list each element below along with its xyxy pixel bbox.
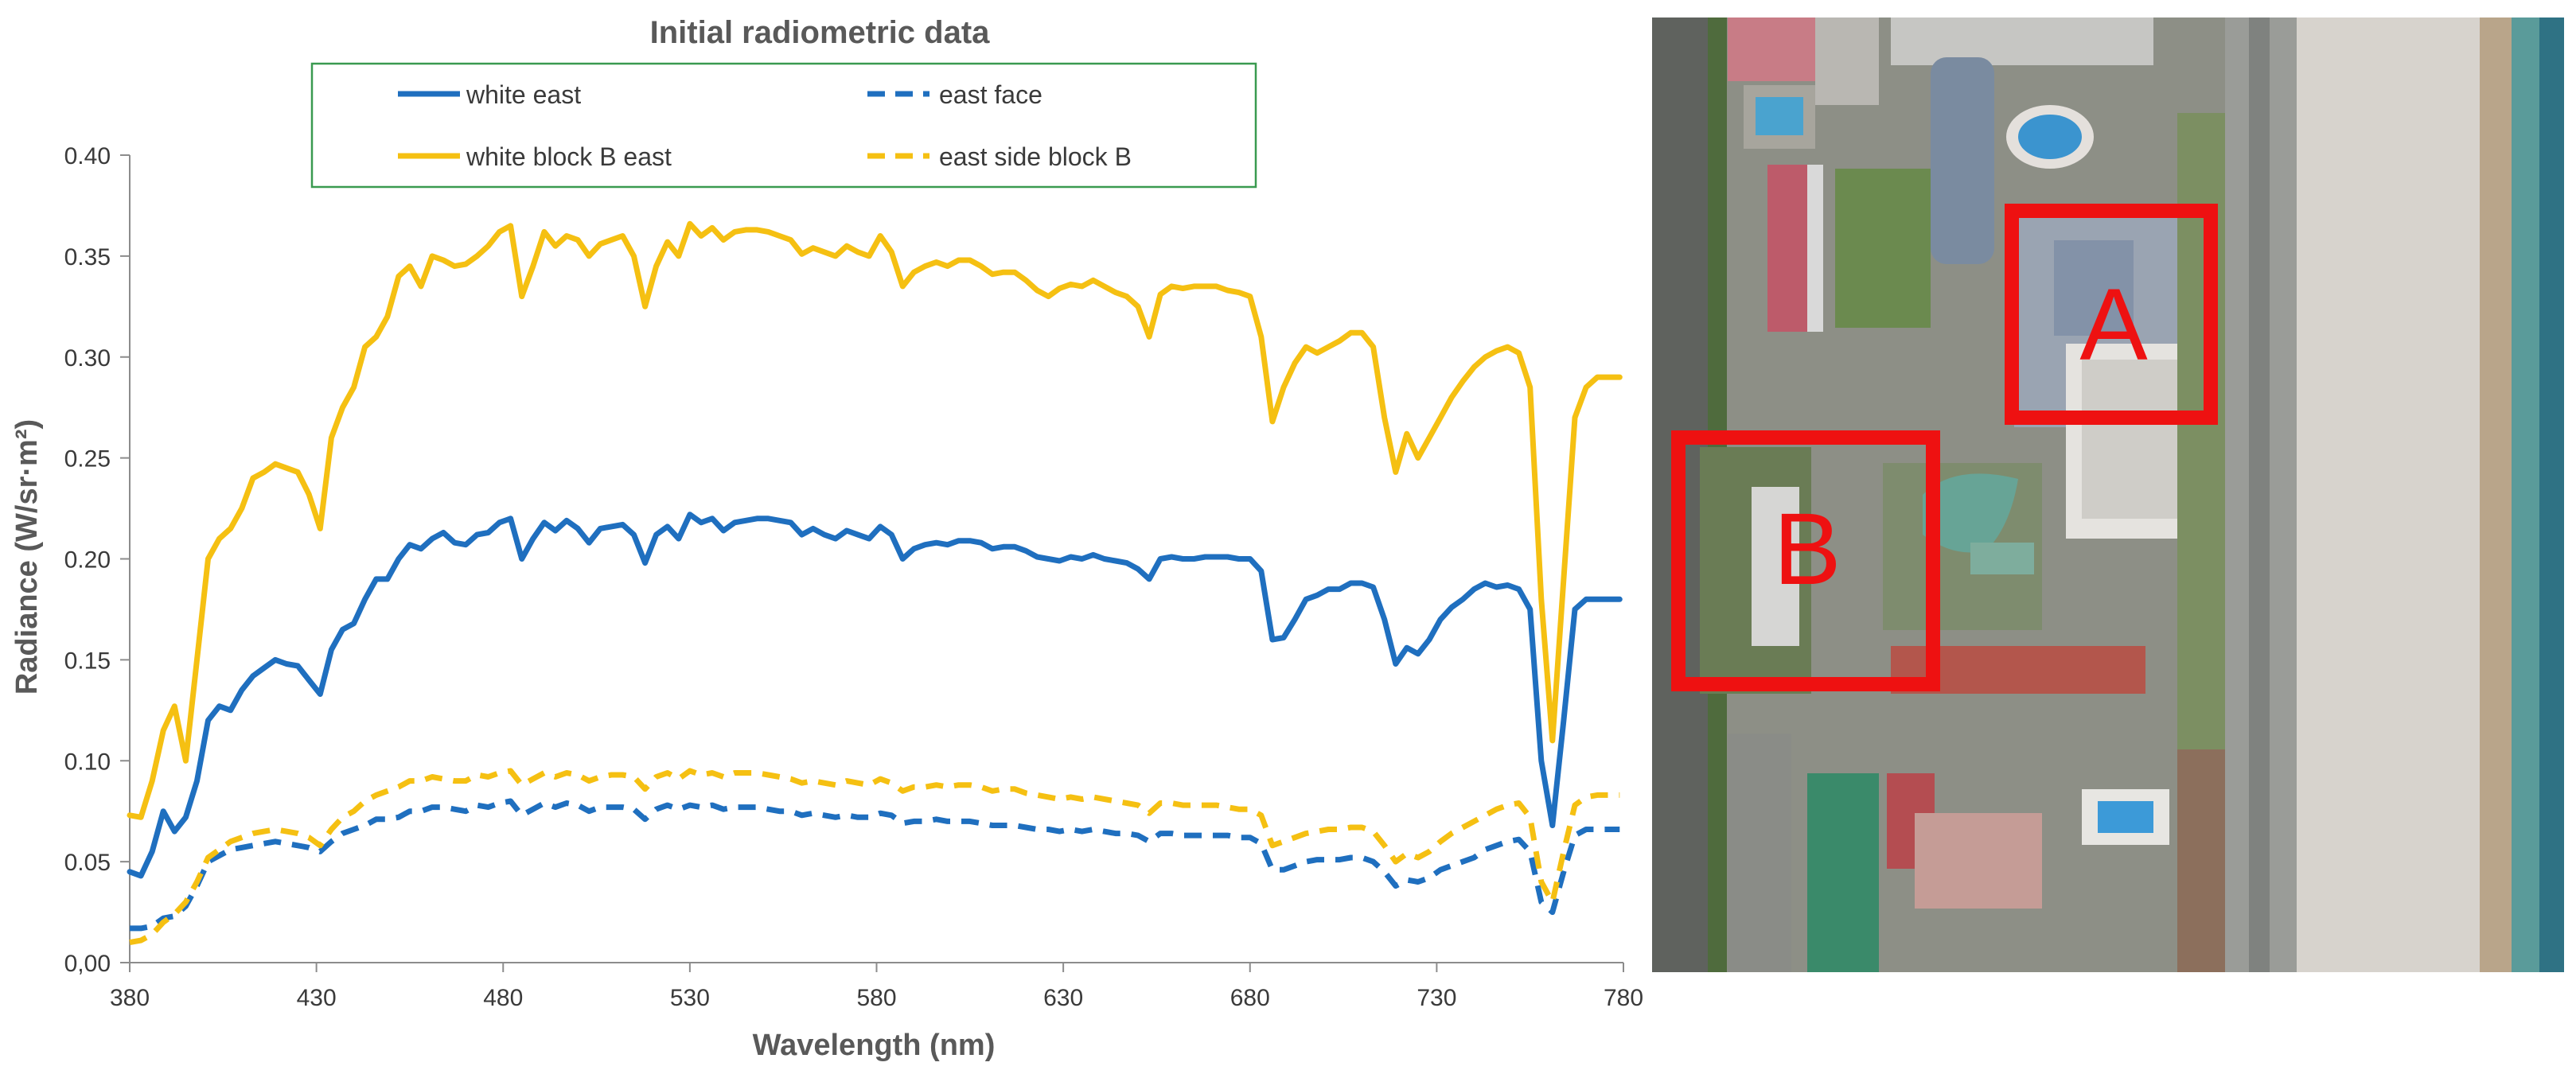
y-tick-label: 0.40	[64, 143, 111, 169]
y-tick-label: 0.20	[64, 547, 111, 574]
y-axis-label: Radiance (W/sr·m²)	[10, 419, 44, 695]
y-tick-label: 0.05	[64, 850, 111, 876]
x-tick-label: 580	[856, 985, 896, 1011]
x-tick-label: 530	[670, 985, 710, 1011]
highlight-box-a	[2005, 204, 2218, 425]
building-row-top	[1891, 18, 2153, 65]
aerial-photo: A B	[1652, 18, 2564, 972]
y-tick-label: 0.15	[64, 648, 111, 674]
green-area-1	[1835, 169, 1931, 328]
block-b-building	[1752, 487, 1799, 646]
series-line-east-face	[130, 798, 1620, 932]
legend-box	[310, 62, 1257, 189]
curved-building	[1931, 57, 1994, 264]
x-axis-label: Wavelength (nm)	[753, 1029, 996, 1062]
chart-title: Initial radiometric data	[650, 15, 991, 50]
label-a: A	[2079, 268, 2148, 382]
x-tick-label: 680	[1230, 985, 1270, 1011]
promenade-road	[2249, 18, 2270, 972]
highlight-box-b	[1671, 430, 1940, 691]
legend-label-east-side-block-b: east side block B	[939, 142, 1132, 171]
sports-court-green	[1807, 773, 1879, 972]
aerial-photo-svg: A B	[1652, 18, 2564, 972]
round-pool	[2018, 115, 2082, 159]
lower-building-1	[1728, 734, 1791, 972]
beach-sand	[2297, 18, 2496, 972]
building-top	[1815, 18, 1879, 105]
lower-building-2	[1915, 813, 2042, 909]
building-a-court	[2082, 360, 2177, 519]
building-a-roof	[2054, 240, 2134, 336]
y-tick-label: 0.30	[64, 345, 111, 372]
x-tick-label: 430	[297, 985, 337, 1011]
series-line-white-east	[127, 512, 1623, 879]
y-tick-label: 0,00	[64, 951, 111, 977]
label-b: B	[1773, 492, 1841, 606]
series-line-east-side-block-b	[129, 768, 1620, 946]
x-tick-label: 730	[1417, 985, 1456, 1011]
x-tick-label: 780	[1604, 985, 1643, 1011]
x-tick-label: 480	[483, 985, 523, 1011]
pool-small	[1756, 97, 1803, 135]
building-roof-red	[1728, 18, 1815, 81]
x-tick-label: 630	[1043, 985, 1083, 1011]
lower-right-lot	[2177, 749, 2225, 972]
legend-label-white-block-b-east: white block B east	[466, 142, 672, 171]
red-roof-edge	[1807, 165, 1823, 332]
legend-label-east-face: east face	[939, 80, 1042, 109]
legend-label-white-east: white east	[466, 80, 581, 109]
x-tick-label: 380	[110, 985, 150, 1011]
radiance-chart: 0,00 0.05 0.10 0.15 0.20 0.25 0.30 0.35 0.40 380 4…	[10, 15, 1643, 1062]
chart-svg: 0,00 0.05 0.10 0.15 0.20 0.25 0.30 0.35 0.40 380 4…	[10, 15, 1643, 1062]
y-tick-label: 0.10	[64, 749, 111, 775]
series-line-white-block-b-east	[127, 220, 1623, 820]
y-tick-label: 0.25	[64, 446, 111, 473]
y-tick-label: 0.35	[64, 244, 111, 270]
axes: 0,00 0.05 0.10 0.15 0.20 0.25 0.30 0.35 0.40 380 4…	[64, 143, 1643, 1011]
sea-deep	[2539, 18, 2564, 972]
lower-pool	[2098, 801, 2153, 833]
legend: white east east face white block B east …	[310, 62, 1257, 189]
series-layer	[127, 220, 1623, 946]
garden	[1883, 463, 2042, 630]
